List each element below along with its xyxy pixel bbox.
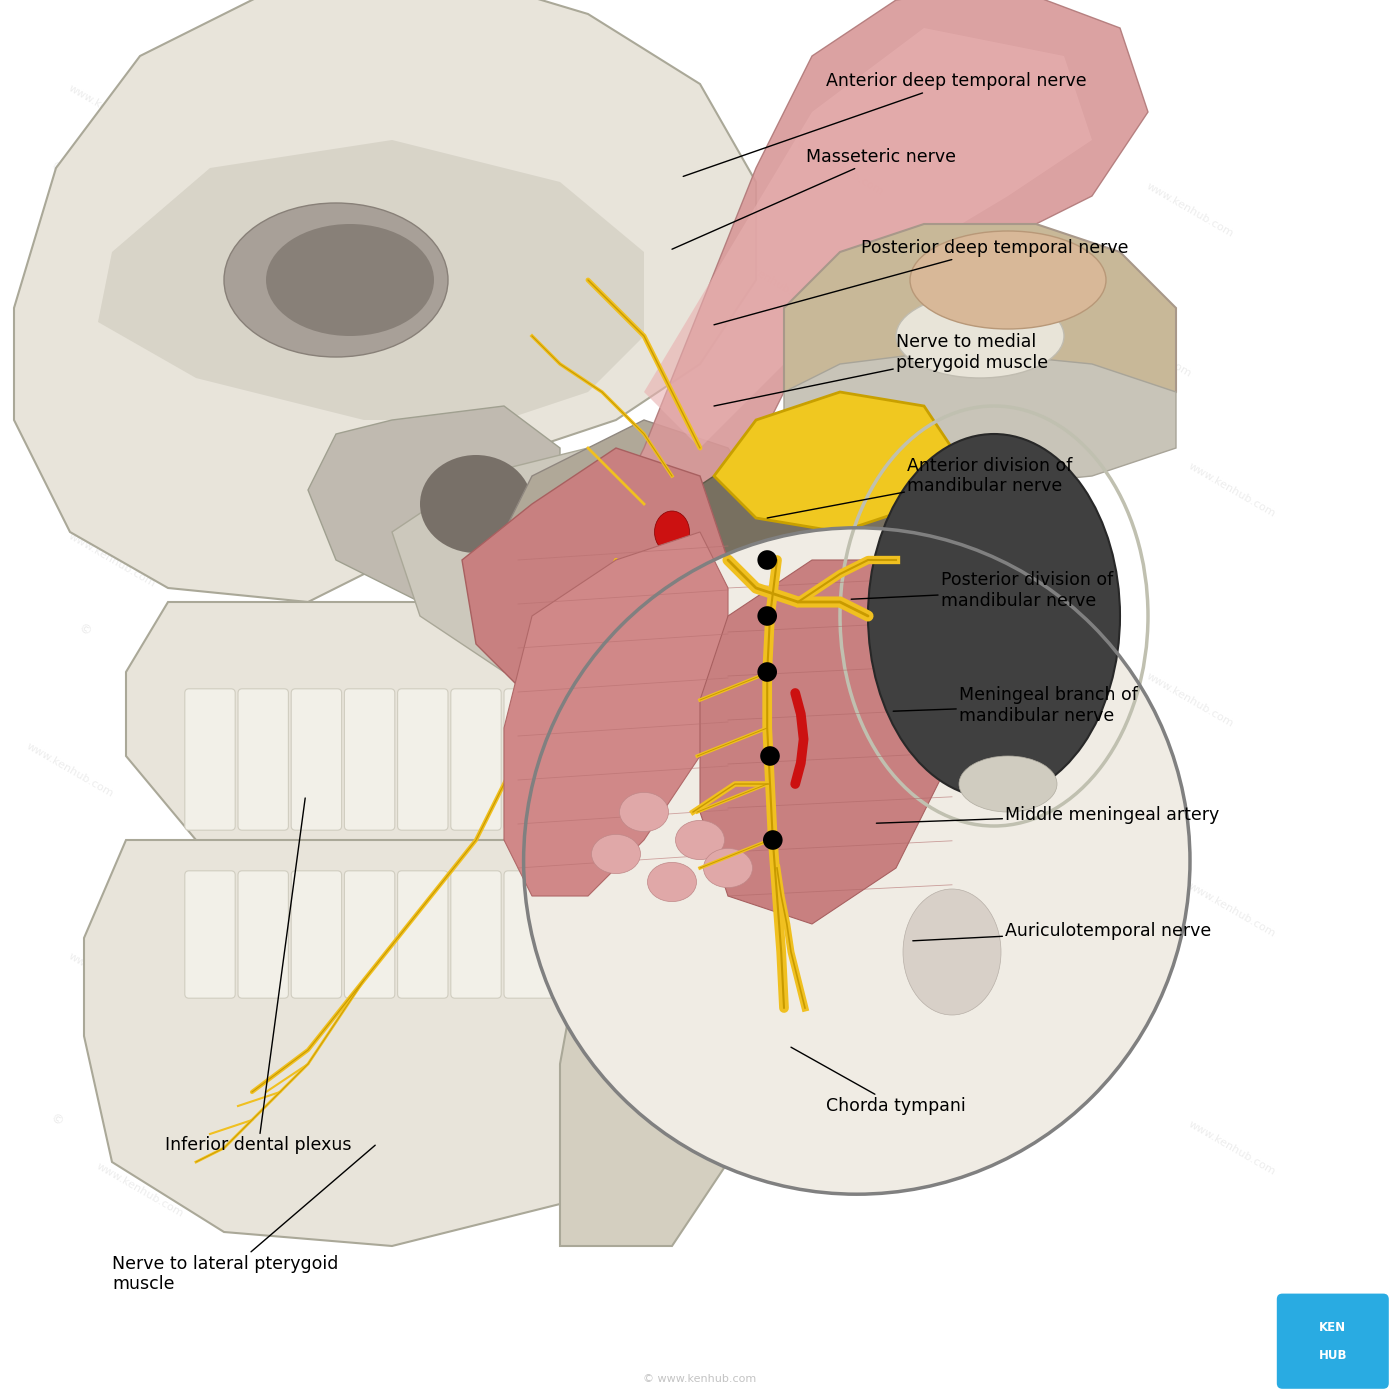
Polygon shape <box>714 392 952 532</box>
Polygon shape <box>784 350 1176 490</box>
Ellipse shape <box>644 994 700 1078</box>
Ellipse shape <box>591 834 641 874</box>
Circle shape <box>757 550 777 570</box>
Ellipse shape <box>655 511 689 553</box>
Text: www.kenhub.com: www.kenhub.com <box>1145 181 1235 239</box>
Polygon shape <box>644 616 952 840</box>
Text: Nerve to medial
pterygoid muscle: Nerve to medial pterygoid muscle <box>714 333 1049 406</box>
Text: www.kenhub.com: www.kenhub.com <box>95 1161 185 1219</box>
Polygon shape <box>504 532 728 896</box>
Ellipse shape <box>959 756 1057 812</box>
Text: Middle meningeal artery: Middle meningeal artery <box>876 806 1219 823</box>
Polygon shape <box>700 560 952 924</box>
FancyBboxPatch shape <box>238 689 288 830</box>
Polygon shape <box>14 0 756 602</box>
Text: Chorda tympani: Chorda tympani <box>791 1047 966 1114</box>
Text: www.kenhub.com: www.kenhub.com <box>67 951 157 1009</box>
Text: www.kenhub.com: www.kenhub.com <box>445 461 535 519</box>
Text: Posterior deep temporal nerve: Posterior deep temporal nerve <box>714 239 1128 325</box>
Polygon shape <box>462 448 728 700</box>
Ellipse shape <box>675 820 725 860</box>
Text: www.kenhub.com: www.kenhub.com <box>445 923 535 981</box>
Text: ©: © <box>48 160 64 176</box>
Ellipse shape <box>868 434 1120 798</box>
Text: www.kenhub.com: www.kenhub.com <box>67 531 157 589</box>
FancyBboxPatch shape <box>504 871 554 998</box>
Polygon shape <box>392 448 728 672</box>
FancyBboxPatch shape <box>504 689 554 830</box>
Text: www.kenhub.com: www.kenhub.com <box>1187 881 1277 939</box>
Ellipse shape <box>619 792 669 832</box>
FancyBboxPatch shape <box>344 689 395 830</box>
Circle shape <box>763 830 783 850</box>
FancyBboxPatch shape <box>398 871 448 998</box>
Polygon shape <box>490 420 784 700</box>
Ellipse shape <box>224 203 448 357</box>
Ellipse shape <box>707 490 805 546</box>
Text: www.kenhub.com: www.kenhub.com <box>725 251 815 309</box>
Text: www.kenhub.com: www.kenhub.com <box>487 1133 577 1191</box>
Text: ©: © <box>48 1112 64 1128</box>
FancyBboxPatch shape <box>238 871 288 998</box>
Circle shape <box>760 746 780 766</box>
Circle shape <box>757 662 777 682</box>
Polygon shape <box>98 140 644 420</box>
Polygon shape <box>560 532 812 1246</box>
Text: www.kenhub.com: www.kenhub.com <box>1187 461 1277 519</box>
Polygon shape <box>644 28 1092 448</box>
Text: www.kenhub.com: www.kenhub.com <box>767 671 857 729</box>
Polygon shape <box>308 406 560 602</box>
Ellipse shape <box>903 889 1001 1015</box>
Polygon shape <box>784 224 1176 476</box>
Ellipse shape <box>420 455 532 553</box>
FancyBboxPatch shape <box>291 689 342 830</box>
Polygon shape <box>126 602 616 868</box>
Text: Anterior division of
mandibular nerve: Anterior division of mandibular nerve <box>767 456 1072 518</box>
FancyBboxPatch shape <box>291 871 342 998</box>
Text: Auriculotemporal nerve: Auriculotemporal nerve <box>913 923 1211 941</box>
Text: www.kenhub.com: www.kenhub.com <box>375 699 465 757</box>
Text: www.kenhub.com: www.kenhub.com <box>25 321 115 379</box>
Text: www.kenhub.com: www.kenhub.com <box>25 741 115 799</box>
Text: www.kenhub.com: www.kenhub.com <box>795 419 885 477</box>
Polygon shape <box>588 0 1148 588</box>
Text: Inferior dental plexus: Inferior dental plexus <box>165 798 351 1154</box>
Text: Masseteric nerve: Masseteric nerve <box>672 148 956 249</box>
Text: KEN: KEN <box>1319 1320 1347 1334</box>
Text: www.kenhub.com: www.kenhub.com <box>795 139 885 197</box>
FancyBboxPatch shape <box>185 871 235 998</box>
Text: ©: © <box>76 622 92 638</box>
Text: Posterior division of
mandibular nerve: Posterior division of mandibular nerve <box>851 571 1113 610</box>
Ellipse shape <box>647 862 697 902</box>
FancyBboxPatch shape <box>1277 1294 1389 1389</box>
Text: www.kenhub.com: www.kenhub.com <box>1103 321 1193 379</box>
Polygon shape <box>588 420 1064 672</box>
Text: www.kenhub.com: www.kenhub.com <box>403 83 493 141</box>
Circle shape <box>524 528 1190 1194</box>
Text: www.kenhub.com: www.kenhub.com <box>865 1119 955 1177</box>
Text: © www.kenhub.com: © www.kenhub.com <box>644 1373 756 1385</box>
Ellipse shape <box>703 848 753 888</box>
Ellipse shape <box>266 224 434 336</box>
FancyBboxPatch shape <box>185 689 235 830</box>
Text: www.kenhub.com: www.kenhub.com <box>823 951 913 1009</box>
Text: www.kenhub.com: www.kenhub.com <box>347 279 437 337</box>
Circle shape <box>757 606 777 626</box>
FancyBboxPatch shape <box>451 689 501 830</box>
Text: www.kenhub.com: www.kenhub.com <box>67 83 157 141</box>
FancyBboxPatch shape <box>344 871 395 998</box>
Text: HUB: HUB <box>1319 1348 1347 1362</box>
Text: Anterior deep temporal nerve: Anterior deep temporal nerve <box>683 73 1086 176</box>
Text: www.kenhub.com: www.kenhub.com <box>1145 671 1235 729</box>
Text: www.kenhub.com: www.kenhub.com <box>1187 1119 1277 1177</box>
FancyBboxPatch shape <box>451 871 501 998</box>
Ellipse shape <box>896 294 1064 378</box>
Polygon shape <box>84 840 672 1246</box>
FancyBboxPatch shape <box>398 689 448 830</box>
Text: Meningeal branch of
mandibular nerve: Meningeal branch of mandibular nerve <box>893 686 1138 725</box>
Text: Nerve to lateral pterygoid
muscle: Nerve to lateral pterygoid muscle <box>112 1145 375 1294</box>
Ellipse shape <box>910 231 1106 329</box>
